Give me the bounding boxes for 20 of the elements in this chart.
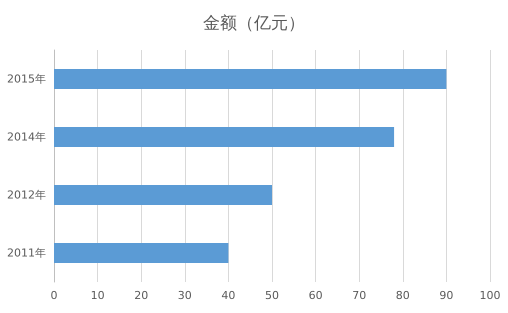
bar [54, 127, 394, 147]
x-tick-label: 70 [352, 289, 366, 302]
x-tick-label: 10 [90, 289, 105, 302]
x-tick-label: 40 [221, 289, 236, 302]
x-tick-label: 30 [178, 289, 192, 302]
x-tick-label: 90 [439, 289, 454, 302]
x-tick-label: 0 [50, 289, 58, 302]
chart-title: 金额（亿元） [203, 14, 305, 34]
y-tick-label: 2011年 [7, 246, 46, 260]
x-tick-label: 80 [396, 289, 410, 302]
x-tick-label: 50 [265, 289, 279, 302]
y-tick-label: 2012年 [7, 188, 46, 202]
x-tick-label: 100 [480, 289, 500, 302]
x-tick-label: 20 [134, 289, 148, 302]
y-tick-label: 2014年 [7, 130, 46, 144]
bar [54, 243, 228, 263]
bar [54, 69, 446, 89]
x-tick-label: 60 [308, 289, 323, 302]
y-tick-label: 2015年 [7, 72, 46, 86]
bar [54, 185, 272, 205]
